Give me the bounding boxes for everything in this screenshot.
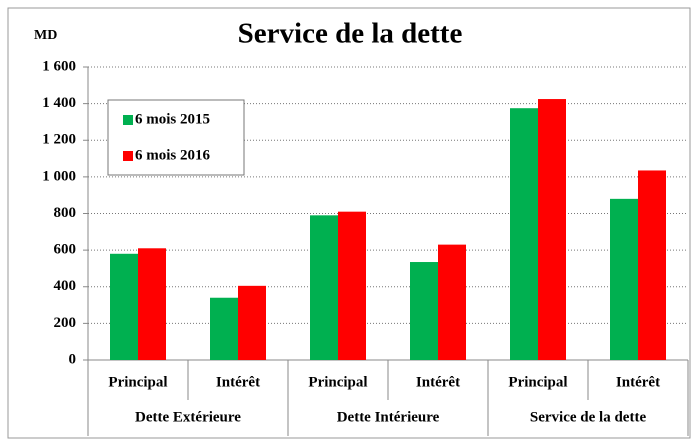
bar [638, 170, 666, 360]
bar [538, 99, 566, 360]
x-tick-label: Principal [108, 374, 167, 390]
x-tick-label: Intérêt [216, 374, 260, 390]
x-tick-label: Principal [508, 374, 567, 390]
x-tick-label: Intérêt [616, 374, 660, 390]
legend-swatch [123, 151, 133, 161]
bar [338, 211, 366, 360]
y-tick-label: 800 [54, 205, 77, 221]
chart-title: Service de la dette [238, 18, 463, 50]
bar [510, 108, 538, 360]
y-tick-label: 400 [54, 278, 77, 294]
bar [410, 262, 438, 360]
bar [310, 215, 338, 360]
y-tick-label: 0 [69, 351, 77, 367]
legend-swatch [123, 115, 133, 125]
group-label: Service de la dette [530, 409, 647, 425]
y-axis-label: MD [34, 28, 57, 43]
y-tick-label: 1 000 [42, 168, 76, 184]
legend-label: 6 mois 2015 [135, 111, 210, 127]
y-tick-label: 1 600 [42, 58, 76, 74]
bar [238, 285, 266, 360]
y-tick-label: 600 [54, 242, 77, 258]
bar [138, 248, 166, 360]
y-tick-label: 200 [54, 315, 77, 331]
y-tick-label: 1 200 [42, 132, 76, 148]
legend-box [107, 99, 245, 176]
y-tick-label: 1 400 [42, 95, 76, 111]
x-tick-label: Principal [308, 374, 367, 390]
legend-label: 6 mois 2016 [135, 147, 211, 163]
bar [110, 253, 138, 360]
group-label: Dette Intérieure [337, 409, 440, 425]
x-tick-label: Intérêt [416, 374, 460, 390]
bar [210, 297, 238, 360]
group-label: Dette Extérieure [135, 409, 241, 425]
bar [610, 198, 638, 360]
bar [438, 244, 466, 360]
